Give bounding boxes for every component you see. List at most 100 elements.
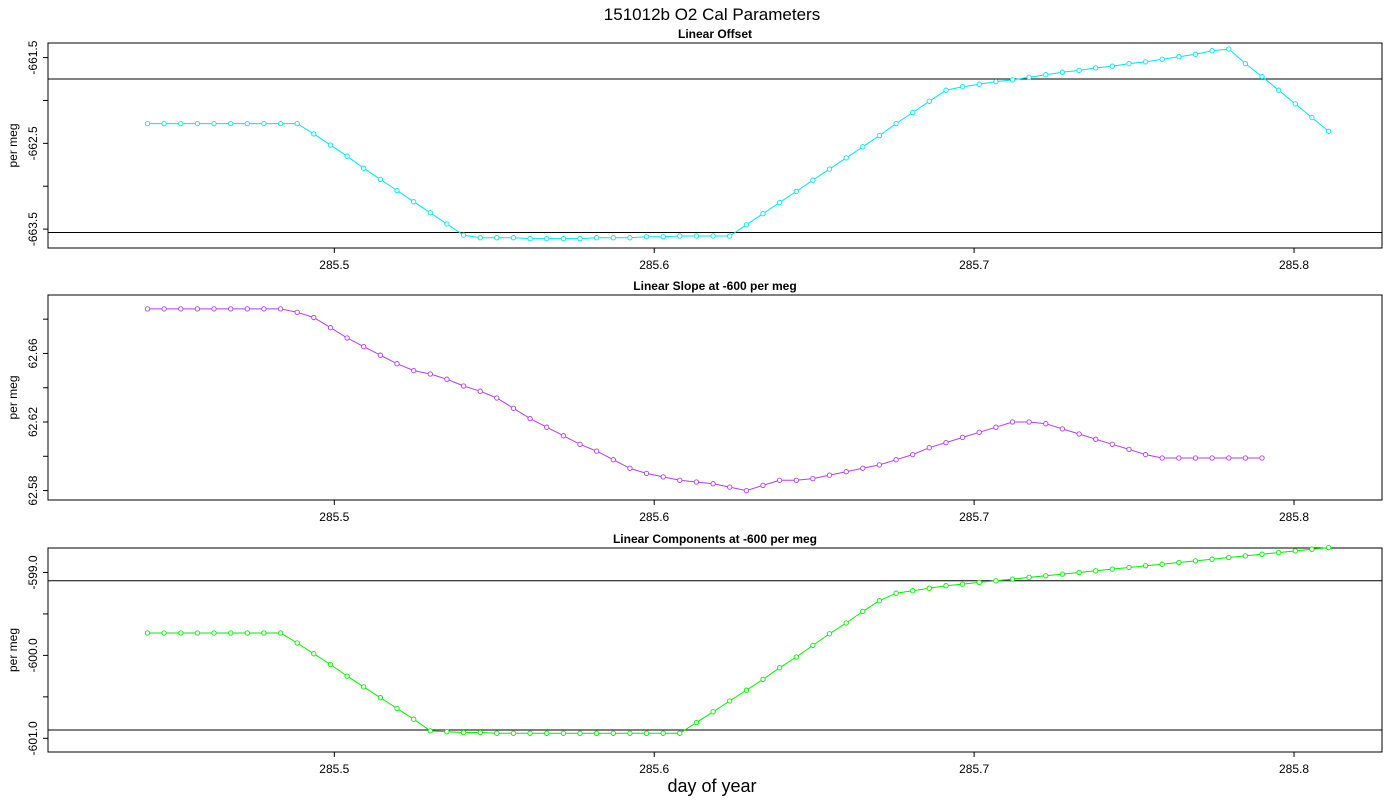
data-point <box>1142 59 1149 65</box>
data-point <box>144 120 151 127</box>
data-point <box>810 642 816 649</box>
series-line <box>147 48 1329 240</box>
data-point <box>776 199 783 206</box>
data-point <box>1109 441 1115 447</box>
data-point <box>1176 455 1182 461</box>
x-tick-label: 285.7 <box>959 762 989 776</box>
data-point <box>976 429 982 435</box>
data-point <box>610 730 616 736</box>
data-point <box>1026 574 1032 581</box>
panel-1: Linear Offset per meg 285.5 285.6 285.7 285.8… <box>6 27 1383 272</box>
data-point <box>593 730 600 736</box>
data-point <box>943 439 949 446</box>
data-point <box>976 81 982 87</box>
data-point <box>1176 559 1182 566</box>
data-point <box>1209 556 1215 562</box>
series-line <box>147 547 1329 734</box>
data-point <box>577 730 583 736</box>
data-point <box>1093 568 1099 574</box>
data-point <box>893 457 899 463</box>
y-tick-label: -599.0 <box>26 555 40 589</box>
panel-title: Linear Components at -600 per meg <box>613 532 817 546</box>
data-point <box>1159 561 1165 567</box>
data-point <box>261 120 267 127</box>
x-axis-label: day of year <box>667 776 756 796</box>
data-point <box>660 474 666 480</box>
data-point <box>1059 426 1066 432</box>
data-point <box>1159 455 1165 461</box>
data-point <box>277 120 284 127</box>
data-point <box>959 84 966 90</box>
data-point <box>776 477 783 483</box>
figure-title: 151012b O2 Cal Parameters <box>604 5 820 24</box>
plot-frame <box>47 547 1383 753</box>
data-point <box>926 98 932 104</box>
y-tick-label: -600.0 <box>26 638 40 672</box>
data-point <box>693 719 700 726</box>
data-point <box>860 608 866 615</box>
data-point <box>1309 546 1315 552</box>
data-point <box>1242 455 1249 461</box>
data-point <box>826 631 833 637</box>
data-point <box>693 233 700 239</box>
data-point <box>1009 77 1016 83</box>
data-point <box>1292 101 1298 107</box>
y-axis-label: per meg <box>6 123 20 167</box>
data-point <box>244 306 250 312</box>
data-point <box>161 630 167 636</box>
y-tick-label: -663.5 <box>26 212 40 246</box>
data-point <box>710 481 716 487</box>
data-point <box>344 153 350 159</box>
data-point <box>793 188 799 195</box>
data-point <box>1142 563 1149 569</box>
data-point <box>843 469 849 475</box>
data-point <box>1126 446 1132 453</box>
data-point <box>1026 419 1032 425</box>
data-point <box>727 484 733 490</box>
data-point <box>610 235 616 241</box>
data-point <box>876 598 883 604</box>
x-tick-label: 285.6 <box>639 510 669 524</box>
data-point <box>876 462 883 468</box>
y-tick-label: 62.66 <box>26 338 40 368</box>
data-point <box>810 177 816 183</box>
data-point <box>377 176 384 183</box>
data-point <box>1242 60 1249 67</box>
data-point <box>660 234 666 240</box>
x-tick-label: 285.6 <box>639 762 669 776</box>
data-point <box>577 441 583 447</box>
data-point <box>444 376 450 382</box>
data-point <box>926 445 932 451</box>
data-point <box>178 120 184 127</box>
data-point <box>527 415 533 422</box>
data-point <box>743 687 750 693</box>
data-point <box>1009 576 1016 582</box>
data-point <box>1109 566 1115 572</box>
data-point <box>910 588 916 594</box>
data-point <box>494 235 500 241</box>
data-point <box>743 222 750 228</box>
data-point <box>1209 455 1215 461</box>
data-point <box>444 221 450 227</box>
y-tick-label: 62.62 <box>26 407 40 437</box>
plot-frame <box>47 294 1383 501</box>
data-point <box>1292 548 1298 554</box>
x-tick-label: 285.7 <box>959 510 989 524</box>
data-point <box>277 306 284 312</box>
data-point <box>411 716 417 722</box>
data-point <box>510 235 517 241</box>
data-point <box>311 131 317 137</box>
data-point <box>161 306 167 312</box>
data-point <box>760 211 766 217</box>
data-point <box>444 729 450 735</box>
data-point <box>1309 114 1315 121</box>
panel-2: Linear Slope at -600 per meg per meg 285.5… <box>6 279 1383 524</box>
data-point <box>1325 544 1332 551</box>
data-point <box>793 477 799 483</box>
data-point <box>228 630 234 636</box>
data-point <box>244 120 250 127</box>
data-point <box>477 388 483 394</box>
data-point <box>460 383 467 389</box>
data-point <box>1126 564 1132 571</box>
data-point <box>1076 569 1082 576</box>
